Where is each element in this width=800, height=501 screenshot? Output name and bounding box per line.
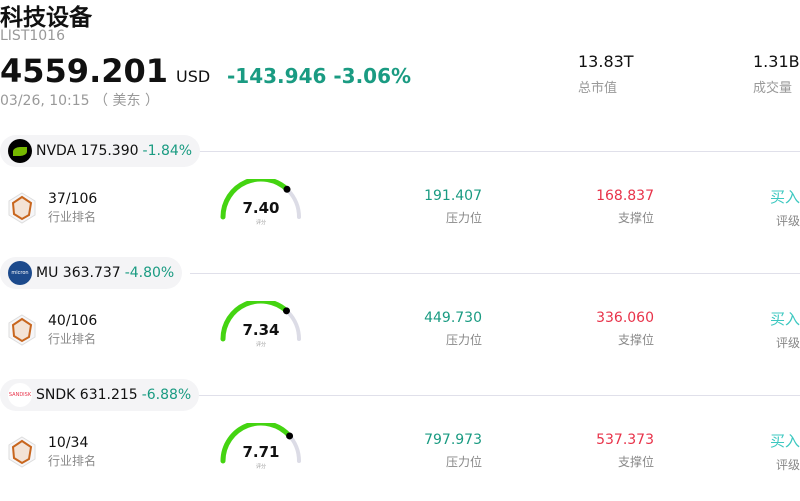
resistance: 191.407 压力位 bbox=[424, 188, 482, 225]
stock-chip[interactable]: NVDA 175.390 -1.84% bbox=[0, 135, 201, 167]
stock-price: 363.737 bbox=[62, 265, 121, 281]
price-change: -143.946 -3.06% bbox=[227, 64, 412, 88]
stock-change: -4.80% bbox=[124, 265, 175, 281]
divider bbox=[190, 395, 800, 396]
nvidia-logo-icon bbox=[8, 139, 32, 163]
gauge-fill bbox=[220, 423, 293, 464]
rating: 买入 评级 bbox=[769, 188, 800, 228]
score-value: 7.71 bbox=[242, 443, 280, 461]
score-label: 评分 bbox=[255, 220, 266, 226]
support: 537.373 支撑位 bbox=[596, 432, 654, 469]
radar-icon bbox=[8, 192, 36, 224]
micron-logo-icon: micron bbox=[8, 261, 32, 285]
resistance: 797.973 压力位 bbox=[424, 432, 482, 469]
stock-price: 631.215 bbox=[79, 387, 138, 403]
score-value: 7.40 bbox=[242, 199, 280, 217]
support: 168.837 支撑位 bbox=[596, 188, 654, 225]
radar-icon bbox=[8, 436, 36, 468]
industry-rank: 37/106 行业排名 bbox=[48, 191, 98, 224]
stock-card[interactable]: NVDA 175.390 -1.84% 37/106 行业排名 7.40 评分 19… bbox=[0, 135, 800, 257]
rating: 买入 评级 bbox=[769, 310, 800, 350]
score-gauge bbox=[220, 423, 301, 464]
support: 336.060 支撑位 bbox=[596, 310, 654, 347]
stock-chip[interactable]: SANDISK SNDK 631.215 -6.88% bbox=[0, 379, 200, 411]
stock-card[interactable]: micron MU 363.737 -4.80% 40/106 行业排名 7.34 … bbox=[0, 257, 800, 379]
page-title: 科技设备 bbox=[0, 5, 92, 31]
score-gauge bbox=[220, 301, 301, 342]
stock-chip[interactable]: micron MU 363.737 -4.80% bbox=[0, 257, 183, 289]
gauge-fill bbox=[220, 179, 290, 220]
ticker: MU bbox=[36, 265, 59, 281]
divider bbox=[190, 151, 800, 152]
industry-rank: 40/106 行业排名 bbox=[48, 313, 98, 346]
timestamp: 03/26, 10:15 （ 美东 ） bbox=[0, 93, 159, 109]
score-gauge bbox=[220, 179, 301, 220]
industry-rank: 10/34 行业排名 bbox=[48, 435, 97, 468]
gauge-fill bbox=[220, 301, 289, 342]
list-code: LIST1016 bbox=[0, 28, 65, 44]
stock-change: -1.84% bbox=[142, 143, 193, 159]
market-cap: 13.83T 总市值 bbox=[578, 52, 634, 96]
stock-change: -6.88% bbox=[141, 387, 192, 403]
volume: 1.31B 成交量 bbox=[753, 52, 800, 96]
resistance: 449.730 压力位 bbox=[424, 310, 482, 347]
index-price: 4559.201 bbox=[0, 52, 169, 90]
score-label: 评分 bbox=[255, 464, 266, 470]
score-value: 7.34 bbox=[242, 321, 280, 339]
gauge-marker bbox=[286, 432, 294, 440]
radar-icon bbox=[8, 314, 36, 346]
stock-card[interactable]: SANDISK SNDK 631.215 -6.88% 10/34 行业排名 7.7… bbox=[0, 379, 800, 501]
rating: 买入 评级 bbox=[769, 432, 800, 472]
ticker: NVDA bbox=[36, 143, 77, 159]
stock-price: 175.390 bbox=[80, 143, 139, 159]
gauge-marker bbox=[282, 307, 290, 315]
sandisk-logo-icon: SANDISK bbox=[8, 383, 32, 407]
divider bbox=[190, 273, 800, 274]
currency: USD bbox=[176, 67, 211, 86]
gauge-marker bbox=[283, 185, 291, 193]
score-label: 评分 bbox=[255, 342, 266, 348]
ticker: SNDK bbox=[36, 387, 76, 403]
